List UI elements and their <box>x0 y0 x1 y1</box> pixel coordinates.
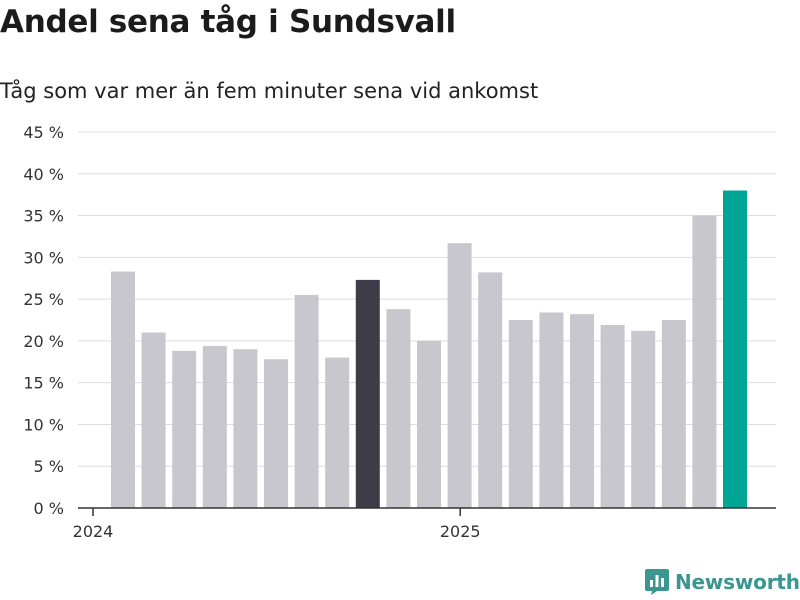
bar <box>570 314 594 508</box>
bar <box>233 349 258 508</box>
bar <box>111 271 135 508</box>
bar <box>264 359 288 508</box>
bar <box>141 332 166 508</box>
bar <box>723 190 747 508</box>
x-tick-label: 2024 <box>73 522 114 541</box>
y-tick-label: 35 % <box>23 207 64 226</box>
bar <box>539 312 564 508</box>
chart-title: Andel sena tåg i Sundsvall <box>0 4 456 40</box>
y-tick-label: 20 % <box>23 332 64 351</box>
bar <box>508 320 533 508</box>
bar <box>447 243 472 508</box>
bar <box>600 325 625 508</box>
bar <box>172 350 197 508</box>
x-tick-label: 2025 <box>440 522 481 541</box>
y-tick-label: 25 % <box>23 290 64 309</box>
bar <box>478 272 503 508</box>
bar <box>325 357 350 508</box>
y-tick-label: 30 % <box>23 248 64 267</box>
bar <box>294 294 319 508</box>
y-tick-label: 15 % <box>23 374 64 393</box>
newsworthy-logo: Newsworthy <box>645 569 800 595</box>
bar <box>631 330 656 508</box>
bar <box>661 320 686 508</box>
x-axis-labels: 2024 2025 <box>73 508 481 541</box>
y-tick-label: 10 % <box>23 415 64 434</box>
bar <box>202 345 227 508</box>
y-tick-label: 0 % <box>34 499 64 518</box>
bar <box>355 279 380 508</box>
y-tick-label: 5 % <box>34 457 64 476</box>
bars <box>111 190 747 509</box>
bar <box>417 340 441 508</box>
chart-subtitle: Tåg som var mer än fem minuter sena vid … <box>0 79 539 103</box>
y-tick-label: 45 % <box>23 123 64 142</box>
y-axis-labels: 0 % 5 % 10 % 15 % 20 % 25 % 30 % 35 % 40 % 45 % <box>23 123 64 518</box>
newsworthy-logo-icon <box>645 569 669 595</box>
y-tick-label: 40 % <box>23 165 64 184</box>
bar <box>386 309 411 508</box>
newsworthy-logo-text: Newsworthy <box>675 570 800 594</box>
bar <box>692 215 717 509</box>
